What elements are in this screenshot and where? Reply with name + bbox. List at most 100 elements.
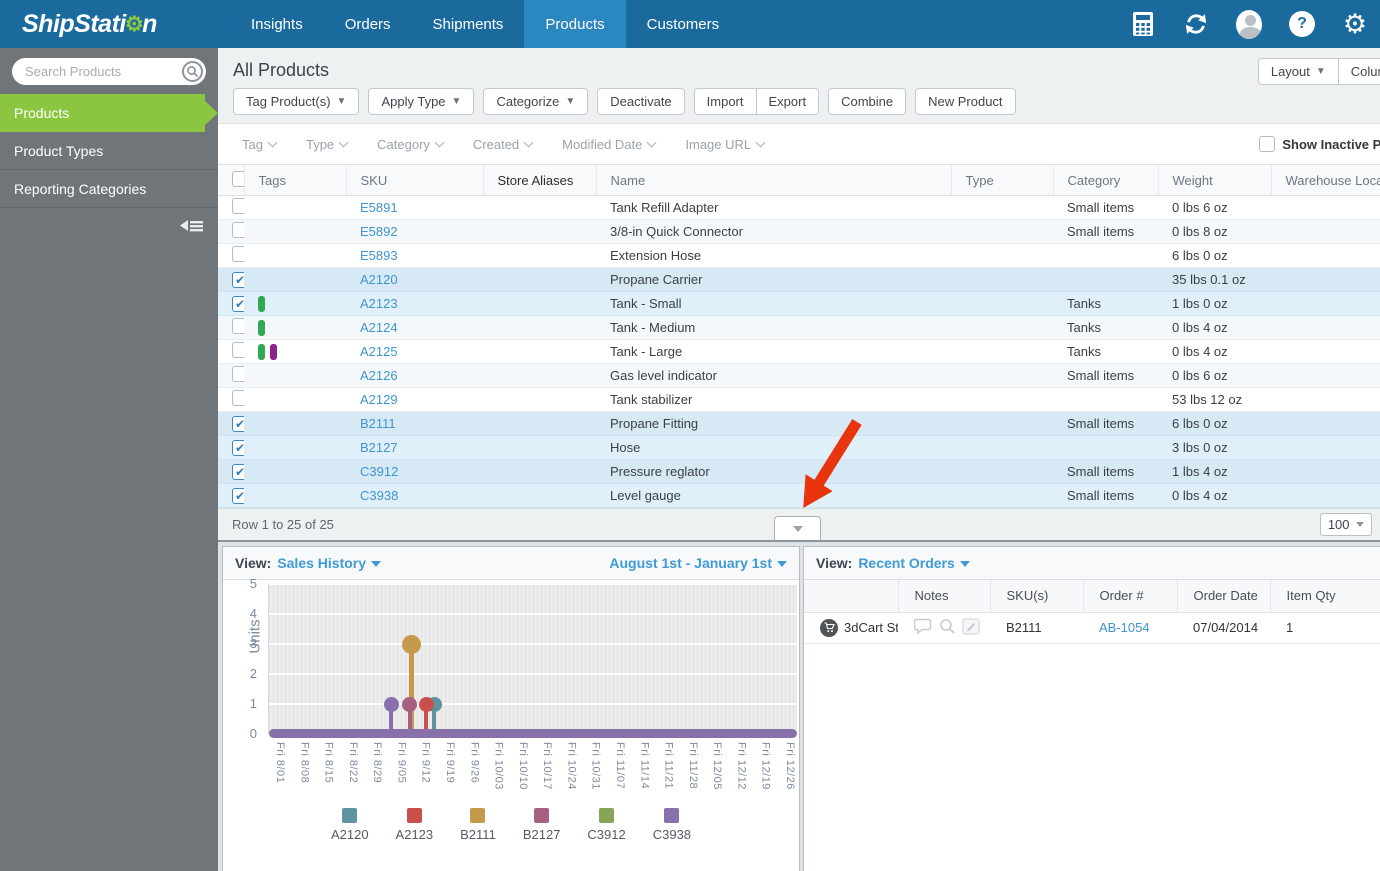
- nav-item-customers[interactable]: Customers: [646, 15, 720, 33]
- row-checkbox[interactable]: [232, 366, 244, 382]
- account-avatar[interactable]: [1236, 9, 1262, 39]
- column-header-category[interactable]: Category: [1053, 164, 1159, 196]
- page-size-select[interactable]: 100: [1319, 513, 1372, 536]
- search-icon[interactable]: [182, 61, 203, 82]
- orders-column-order-date[interactable]: Order Date: [1177, 580, 1271, 613]
- row-checkbox[interactable]: ✔: [232, 487, 244, 504]
- table-row[interactable]: A2126 Gas level indicator Small items 0 lbs…: [218, 363, 1380, 388]
- recent-orders-view-selector[interactable]: Recent Orders: [858, 555, 970, 571]
- sku-link[interactable]: C3938: [360, 488, 399, 503]
- column-header-weight[interactable]: Weight: [1158, 164, 1272, 196]
- note-edit-icon[interactable]: [962, 617, 980, 638]
- tag-products-button[interactable]: Tag Product(s) ▼: [233, 88, 360, 115]
- help-icon[interactable]: ?: [1289, 11, 1315, 37]
- sku-link[interactable]: E5891: [360, 200, 398, 215]
- collapse-sidebar-icon[interactable]: [180, 217, 204, 237]
- sku-link[interactable]: E5892: [360, 224, 398, 239]
- nav-item-insights[interactable]: Insights: [251, 15, 303, 33]
- deactivate-button[interactable]: Deactivate: [597, 88, 685, 115]
- orders-column-item-qty[interactable]: Item Qty: [1270, 580, 1380, 613]
- row-checkbox[interactable]: [232, 318, 244, 334]
- table-row[interactable]: ✔ A2120 Propane Carrier 35 lbs 0.1 oz: [218, 267, 1380, 292]
- sidebar-item-product-types[interactable]: Product Types: [0, 132, 218, 170]
- row-checkbox[interactable]: [232, 342, 244, 358]
- show-inactive-checkbox[interactable]: [1259, 136, 1276, 152]
- shipstation-logo[interactable]: ShipStati ⚙ n: [0, 0, 218, 48]
- categorize-button[interactable]: Categorize ▼: [483, 88, 589, 115]
- chart-data-point[interactable]: [402, 634, 422, 654]
- chart-data-point[interactable]: [383, 696, 399, 712]
- row-checkbox[interactable]: ✔: [232, 295, 244, 312]
- row-checkbox[interactable]: [232, 198, 244, 214]
- note-bubble-icon[interactable]: [913, 618, 933, 638]
- orders-column-notes[interactable]: Notes: [898, 580, 991, 613]
- export-button[interactable]: Export: [756, 88, 820, 115]
- sku-link[interactable]: E5893: [360, 248, 398, 263]
- row-checkbox[interactable]: [232, 390, 244, 406]
- import-button[interactable]: Import: [693, 88, 757, 115]
- table-row[interactable]: E5892 3/8-in Quick Connector Small items 0 …: [218, 219, 1380, 244]
- search-input[interactable]: [12, 58, 206, 85]
- filter-type[interactable]: Type: [306, 137, 349, 152]
- row-checkbox[interactable]: ✔: [232, 463, 244, 480]
- calculator-icon[interactable]: [1130, 11, 1156, 37]
- sku-link[interactable]: A2126: [360, 368, 398, 383]
- table-row[interactable]: ✔ B2127 Hose 3 lbs 0 oz: [218, 435, 1380, 460]
- sku-link[interactable]: A2125: [360, 344, 398, 359]
- column-header-type[interactable]: Type: [951, 164, 1054, 196]
- orders-column-order-number[interactable]: Order #: [1083, 580, 1178, 613]
- note-search-icon[interactable]: [939, 618, 956, 638]
- layout-button[interactable]: Layout ▼: [1257, 58, 1339, 85]
- column-header-tags[interactable]: Tags: [244, 164, 347, 196]
- filter-category[interactable]: Category: [377, 137, 445, 152]
- order-row[interactable]: 3dCart St... B2111: [804, 612, 1380, 644]
- filter-image-url[interactable]: Image URL: [685, 137, 766, 152]
- sales-history-view-selector[interactable]: Sales History: [277, 555, 382, 571]
- column-header-store-aliases[interactable]: Store Aliases: [483, 164, 597, 196]
- sku-link[interactable]: B2127: [360, 440, 398, 455]
- row-checkbox[interactable]: [232, 222, 244, 238]
- date-range-selector[interactable]: August 1st - January 1st: [609, 555, 787, 571]
- sku-link[interactable]: A2129: [360, 392, 398, 407]
- row-checkbox[interactable]: ✔: [232, 439, 244, 456]
- sync-icon[interactable]: [1183, 11, 1209, 37]
- table-row[interactable]: A2125 Tank - Large Tanks 0 lbs 4 oz: [218, 339, 1380, 364]
- sku-link[interactable]: A2123: [360, 296, 398, 311]
- column-header-name[interactable]: Name: [596, 164, 952, 196]
- sku-link[interactable]: A2120: [360, 272, 398, 287]
- column-header-warehouse-location[interactable]: Warehouse Location: [1271, 164, 1380, 196]
- new-product-button[interactable]: New Product: [915, 88, 1016, 115]
- columns-button[interactable]: Columns▼: [1338, 58, 1380, 85]
- row-checkbox[interactable]: ✔: [232, 415, 244, 432]
- table-row[interactable]: A2129 Tank stabilizer 53 lbs 12 oz: [218, 387, 1380, 412]
- settings-gear-icon[interactable]: ⚙: [1342, 8, 1368, 39]
- table-row[interactable]: E5891 Tank Refill Adapter Small items 0 lbs…: [218, 195, 1380, 220]
- table-row[interactable]: E5893 Extension Hose 6 lbs 0 oz: [218, 243, 1380, 268]
- order-number-link[interactable]: AB-1054: [1099, 620, 1150, 635]
- row-checkbox[interactable]: [232, 246, 244, 262]
- filter-modified-date[interactable]: Modified Date: [562, 137, 657, 152]
- sku-link[interactable]: A2124: [360, 320, 398, 335]
- chart-data-point[interactable]: [402, 696, 418, 712]
- sku-link[interactable]: B2111: [360, 416, 396, 431]
- column-header-sku[interactable]: SKU: [346, 164, 484, 196]
- chart-data-point[interactable]: [418, 696, 434, 712]
- nav-item-products[interactable]: Products: [524, 0, 626, 48]
- apply-type-button[interactable]: Apply Type ▼: [368, 88, 475, 115]
- filter-tag[interactable]: Tag: [242, 137, 278, 152]
- filter-created[interactable]: Created: [473, 137, 534, 152]
- orders-column-skus[interactable]: SKU(s): [990, 580, 1084, 613]
- combine-button[interactable]: Combine: [828, 88, 907, 115]
- table-row[interactable]: A2124 Tank - Medium Tanks 0 lbs 4 oz: [218, 315, 1380, 340]
- sku-link[interactable]: C3912: [360, 464, 399, 479]
- row-checkbox[interactable]: ✔: [232, 271, 244, 288]
- sidebar-item-reporting-categories[interactable]: Reporting Categories: [0, 170, 218, 208]
- grid-collapse-toggle[interactable]: [774, 516, 821, 540]
- nav-item-shipments[interactable]: Shipments: [432, 15, 504, 33]
- nav-item-orders[interactable]: Orders: [344, 15, 391, 33]
- sidebar-item-products[interactable]: Products: [0, 94, 218, 132]
